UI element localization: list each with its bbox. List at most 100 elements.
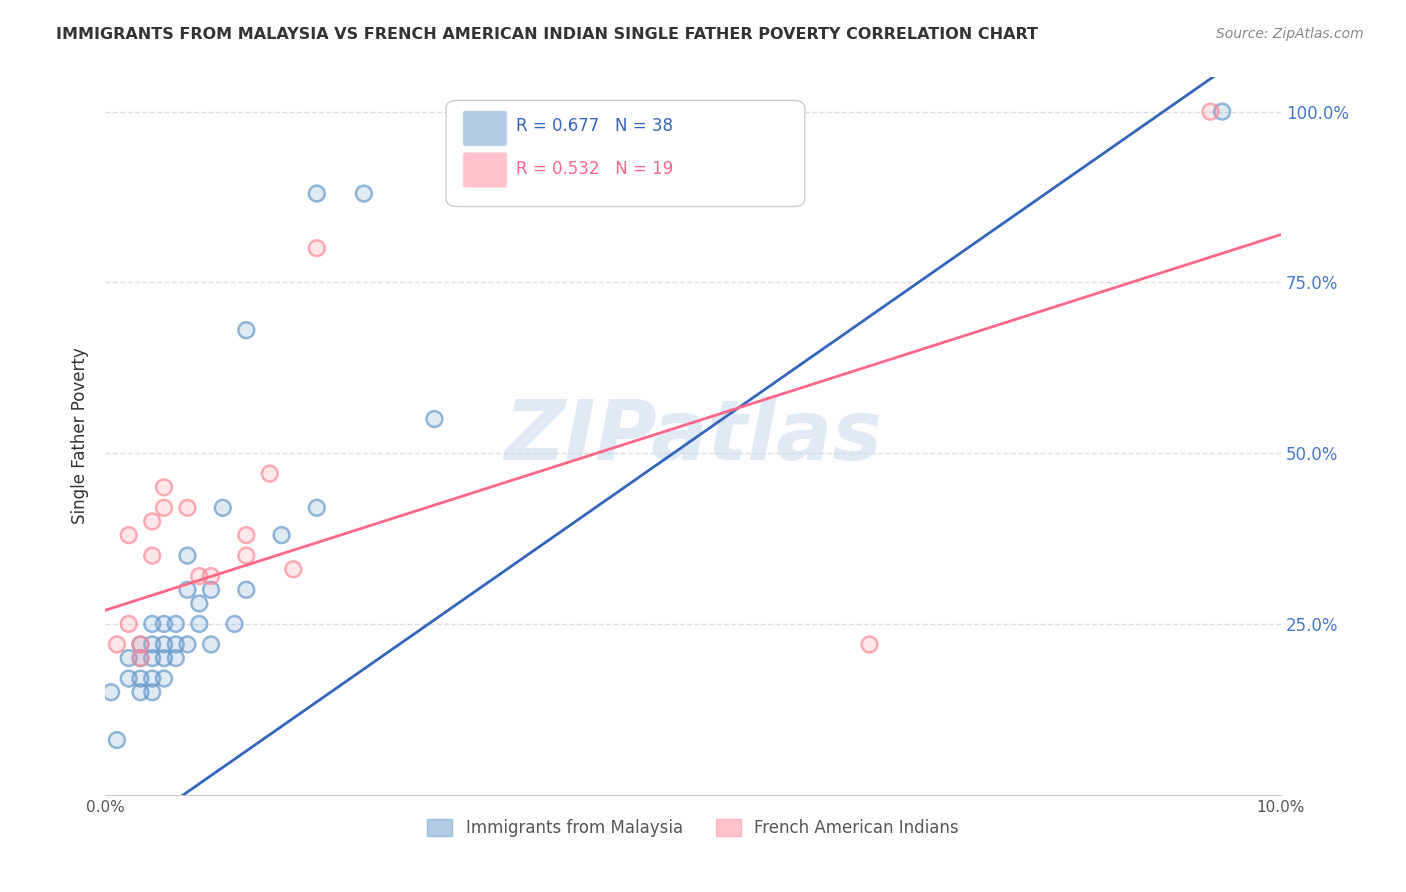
Point — [235, 582, 257, 597]
Point — [1211, 104, 1233, 119]
Point — [153, 480, 176, 494]
Text: R = 0.532   N = 19: R = 0.532 N = 19 — [516, 160, 673, 178]
Point — [153, 651, 176, 665]
Point — [423, 412, 446, 426]
Text: IMMIGRANTS FROM MALAYSIA VS FRENCH AMERICAN INDIAN SINGLE FATHER POVERTY CORRELA: IMMIGRANTS FROM MALAYSIA VS FRENCH AMERI… — [56, 27, 1038, 42]
Point — [176, 549, 198, 563]
Point — [141, 637, 163, 651]
Point — [100, 685, 122, 699]
Point — [211, 500, 233, 515]
Point — [176, 549, 198, 563]
Point — [129, 637, 152, 651]
Point — [165, 616, 187, 631]
Point — [1211, 104, 1233, 119]
Point — [270, 528, 292, 542]
Point — [283, 562, 305, 576]
Point — [235, 549, 257, 563]
Point — [165, 637, 187, 651]
Point — [141, 616, 163, 631]
Point — [1199, 104, 1222, 119]
Point — [176, 637, 198, 651]
Point — [858, 637, 880, 651]
Point — [270, 528, 292, 542]
Point — [141, 549, 163, 563]
Point — [188, 616, 211, 631]
Point — [141, 616, 163, 631]
Point — [153, 672, 176, 686]
Point — [153, 637, 176, 651]
Point — [141, 651, 163, 665]
Point — [105, 637, 128, 651]
Point — [153, 637, 176, 651]
Point — [176, 582, 198, 597]
Point — [129, 637, 152, 651]
FancyBboxPatch shape — [446, 101, 804, 207]
Point — [259, 467, 281, 481]
Point — [176, 637, 198, 651]
Point — [188, 569, 211, 583]
Point — [224, 616, 246, 631]
Point — [141, 651, 163, 665]
Point — [141, 515, 163, 529]
Text: Source: ZipAtlas.com: Source: ZipAtlas.com — [1216, 27, 1364, 41]
Point — [235, 528, 257, 542]
Point — [105, 733, 128, 747]
Point — [283, 562, 305, 576]
Point — [541, 104, 564, 119]
Point — [129, 685, 152, 699]
Point — [235, 323, 257, 337]
Point — [153, 500, 176, 515]
Point — [235, 528, 257, 542]
Point — [118, 672, 141, 686]
Point — [188, 596, 211, 610]
Point — [141, 672, 163, 686]
Point — [188, 596, 211, 610]
Point — [259, 467, 281, 481]
Point — [129, 651, 152, 665]
Point — [129, 672, 152, 686]
Point — [153, 651, 176, 665]
Text: ZIPatlas: ZIPatlas — [505, 395, 882, 476]
Point — [176, 500, 198, 515]
Point — [118, 616, 141, 631]
Point — [235, 582, 257, 597]
Point — [129, 637, 152, 651]
Point — [118, 651, 141, 665]
Point — [200, 637, 222, 651]
Point — [1199, 104, 1222, 119]
Point — [165, 651, 187, 665]
Point — [129, 637, 152, 651]
Point — [129, 651, 152, 665]
Point — [353, 186, 375, 201]
Point — [153, 672, 176, 686]
Point — [153, 616, 176, 631]
Point — [118, 672, 141, 686]
Point — [105, 733, 128, 747]
Point — [129, 651, 152, 665]
FancyBboxPatch shape — [463, 111, 508, 146]
Point — [165, 616, 187, 631]
Point — [305, 241, 328, 255]
Point — [200, 569, 222, 583]
Point — [353, 186, 375, 201]
Point — [305, 500, 328, 515]
Point — [200, 569, 222, 583]
Point — [188, 616, 211, 631]
Point — [141, 549, 163, 563]
Point — [305, 186, 328, 201]
FancyBboxPatch shape — [463, 152, 508, 188]
Point — [235, 323, 257, 337]
Point — [188, 569, 211, 583]
Point — [305, 186, 328, 201]
Point — [200, 582, 222, 597]
Point — [129, 672, 152, 686]
Point — [141, 685, 163, 699]
Point — [305, 241, 328, 255]
Point — [153, 500, 176, 515]
Point — [118, 528, 141, 542]
Point — [105, 637, 128, 651]
Point — [858, 637, 880, 651]
Point — [129, 651, 152, 665]
Point — [165, 637, 187, 651]
Point — [200, 637, 222, 651]
